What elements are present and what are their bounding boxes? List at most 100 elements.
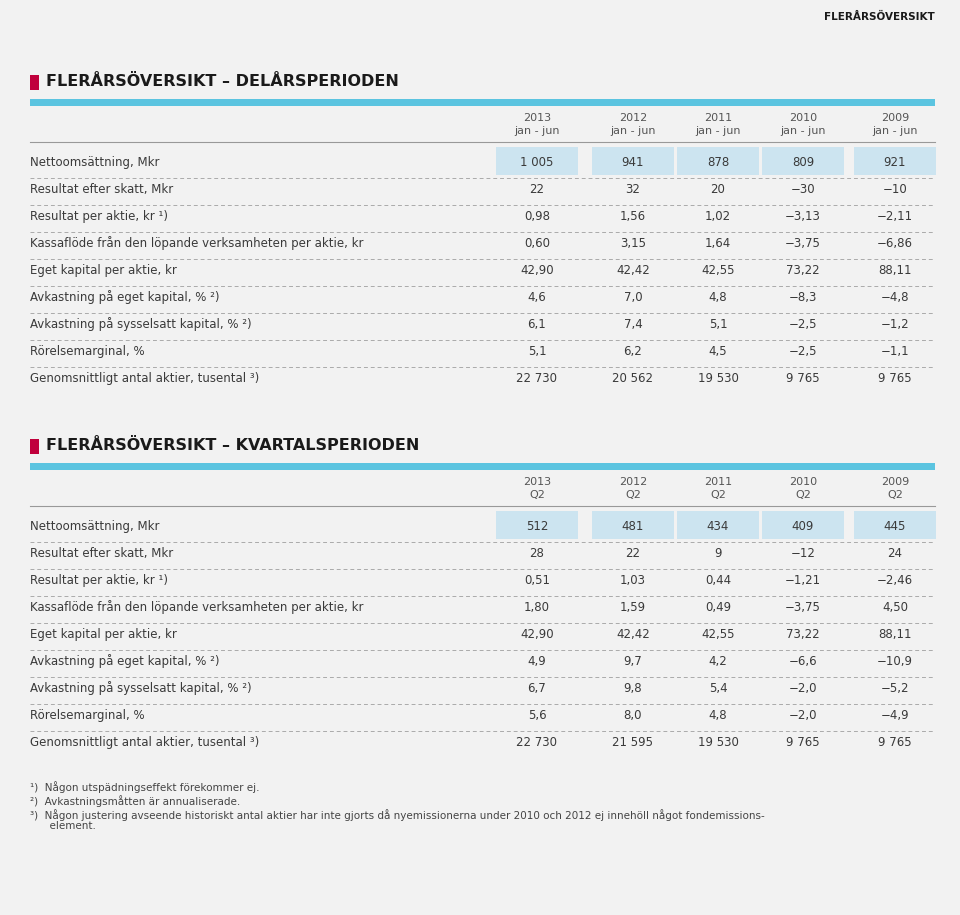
Text: Nettoomsättning, Mkr: Nettoomsättning, Mkr bbox=[30, 520, 159, 533]
Bar bbox=[30, 439, 39, 454]
Text: 7,0: 7,0 bbox=[624, 291, 642, 304]
Text: 445: 445 bbox=[884, 520, 906, 533]
Text: 1 005: 1 005 bbox=[520, 156, 554, 168]
Text: Q2: Q2 bbox=[529, 490, 545, 500]
Text: 19 530: 19 530 bbox=[698, 371, 738, 384]
Text: 1,80: 1,80 bbox=[524, 600, 550, 614]
Text: 20 562: 20 562 bbox=[612, 371, 654, 384]
Bar bbox=[496, 511, 578, 539]
Text: 1,56: 1,56 bbox=[620, 210, 646, 222]
Text: 878: 878 bbox=[707, 156, 730, 168]
Text: 9 765: 9 765 bbox=[786, 371, 820, 384]
Text: Avkastning på eget kapital, % ²): Avkastning på eget kapital, % ²) bbox=[30, 654, 220, 668]
Bar bbox=[854, 511, 936, 539]
Text: −2,0: −2,0 bbox=[789, 682, 817, 694]
Text: −6,6: −6,6 bbox=[789, 654, 817, 668]
Text: 9,7: 9,7 bbox=[624, 654, 642, 668]
Text: FLERÅRSÖVERSIKT: FLERÅRSÖVERSIKT bbox=[825, 12, 935, 22]
Text: 9 765: 9 765 bbox=[786, 736, 820, 748]
Text: ¹)  Någon utspädningseffekt förekommer ej.: ¹) Någon utspädningseffekt förekommer ej… bbox=[30, 781, 259, 793]
Text: −10: −10 bbox=[882, 183, 907, 196]
Text: element.: element. bbox=[30, 821, 96, 831]
Text: −2,11: −2,11 bbox=[876, 210, 913, 222]
Bar bbox=[854, 147, 936, 175]
Text: jan - jun: jan - jun bbox=[515, 126, 560, 136]
Bar bbox=[762, 147, 844, 175]
Text: 9: 9 bbox=[714, 546, 722, 560]
Text: −3,75: −3,75 bbox=[785, 237, 821, 250]
Text: 4,9: 4,9 bbox=[528, 654, 546, 668]
Text: ³)  Någon justering avseende historiskt antal aktier har inte gjorts då nyemissi: ³) Någon justering avseende historiskt a… bbox=[30, 809, 765, 821]
Text: 2009: 2009 bbox=[881, 113, 909, 123]
Text: Avkastning på eget kapital, % ²): Avkastning på eget kapital, % ²) bbox=[30, 290, 220, 304]
Text: −1,2: −1,2 bbox=[880, 318, 909, 330]
Text: Q2: Q2 bbox=[625, 490, 641, 500]
Text: −2,0: −2,0 bbox=[789, 708, 817, 722]
Text: Eget kapital per aktie, kr: Eget kapital per aktie, kr bbox=[30, 628, 177, 640]
Text: 5,6: 5,6 bbox=[528, 708, 546, 722]
Text: 1,02: 1,02 bbox=[705, 210, 732, 222]
Text: −3,13: −3,13 bbox=[785, 210, 821, 222]
Text: 9 765: 9 765 bbox=[878, 736, 912, 748]
Text: 2011: 2011 bbox=[704, 113, 732, 123]
Text: 7,4: 7,4 bbox=[624, 318, 642, 330]
Text: 2011: 2011 bbox=[704, 477, 732, 487]
Text: FLERÅRSÖVERSIKT – DELÅRSPERIODEN: FLERÅRSÖVERSIKT – DELÅRSPERIODEN bbox=[46, 74, 398, 89]
Text: jan - jun: jan - jun bbox=[780, 126, 826, 136]
Text: 0,49: 0,49 bbox=[705, 600, 732, 614]
Text: 941: 941 bbox=[622, 156, 644, 168]
Text: Genomsnittligt antal aktier, tusental ³): Genomsnittligt antal aktier, tusental ³) bbox=[30, 371, 259, 384]
Text: 0,98: 0,98 bbox=[524, 210, 550, 222]
Text: 22: 22 bbox=[626, 546, 640, 560]
Text: 73,22: 73,22 bbox=[786, 628, 820, 640]
Bar bbox=[30, 75, 39, 90]
Text: 20: 20 bbox=[710, 183, 726, 196]
Text: −6,86: −6,86 bbox=[877, 237, 913, 250]
Text: Rörelsemarginal, %: Rörelsemarginal, % bbox=[30, 708, 145, 722]
Text: −3,75: −3,75 bbox=[785, 600, 821, 614]
Text: Kassaflöde från den löpande verksamheten per aktie, kr: Kassaflöde från den löpande verksamheten… bbox=[30, 600, 364, 614]
Text: 42,55: 42,55 bbox=[701, 628, 734, 640]
Text: Genomsnittligt antal aktier, tusental ³): Genomsnittligt antal aktier, tusental ³) bbox=[30, 736, 259, 748]
Bar bbox=[30, 463, 935, 470]
Text: jan - jun: jan - jun bbox=[695, 126, 741, 136]
Text: Q2: Q2 bbox=[887, 490, 903, 500]
Text: 921: 921 bbox=[884, 156, 906, 168]
Text: 2012: 2012 bbox=[619, 477, 647, 487]
Text: 409: 409 bbox=[792, 520, 814, 533]
Text: 1,64: 1,64 bbox=[705, 237, 732, 250]
Text: 42,90: 42,90 bbox=[520, 628, 554, 640]
Text: 73,22: 73,22 bbox=[786, 264, 820, 276]
Bar bbox=[496, 147, 578, 175]
Text: 24: 24 bbox=[887, 546, 902, 560]
Text: Resultat per aktie, kr ¹): Resultat per aktie, kr ¹) bbox=[30, 210, 168, 222]
Text: −5,2: −5,2 bbox=[880, 682, 909, 694]
Text: −2,5: −2,5 bbox=[789, 318, 817, 330]
Text: 1,59: 1,59 bbox=[620, 600, 646, 614]
Text: −1,1: −1,1 bbox=[880, 345, 909, 358]
Text: Kassaflöde från den löpande verksamheten per aktie, kr: Kassaflöde från den löpande verksamheten… bbox=[30, 236, 364, 250]
Text: −4,8: −4,8 bbox=[880, 291, 909, 304]
Text: 0,60: 0,60 bbox=[524, 237, 550, 250]
Text: 2013: 2013 bbox=[523, 113, 551, 123]
Text: 2012: 2012 bbox=[619, 113, 647, 123]
Text: 19 530: 19 530 bbox=[698, 736, 738, 748]
Text: 9 765: 9 765 bbox=[878, 371, 912, 384]
Text: Q2: Q2 bbox=[710, 490, 726, 500]
Text: Avkastning på sysselsatt kapital, % ²): Avkastning på sysselsatt kapital, % ²) bbox=[30, 681, 252, 695]
Text: 4,8: 4,8 bbox=[708, 291, 728, 304]
Text: −2,5: −2,5 bbox=[789, 345, 817, 358]
Text: ²)  Avkastningsmåtten är annualiserade.: ²) Avkastningsmåtten är annualiserade. bbox=[30, 795, 240, 807]
Bar bbox=[30, 99, 935, 106]
Text: 0,44: 0,44 bbox=[705, 574, 732, 587]
Text: 4,2: 4,2 bbox=[708, 654, 728, 668]
Bar bbox=[762, 511, 844, 539]
Text: −4,9: −4,9 bbox=[880, 708, 909, 722]
Text: −8,3: −8,3 bbox=[789, 291, 817, 304]
Text: Q2: Q2 bbox=[795, 490, 811, 500]
Text: 4,6: 4,6 bbox=[528, 291, 546, 304]
Text: 22 730: 22 730 bbox=[516, 736, 558, 748]
Text: 5,4: 5,4 bbox=[708, 682, 728, 694]
Text: 2010: 2010 bbox=[789, 477, 817, 487]
Text: 88,11: 88,11 bbox=[878, 628, 912, 640]
